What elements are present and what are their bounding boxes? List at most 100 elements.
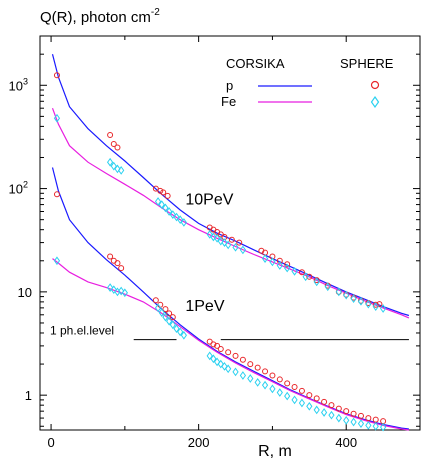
data-point-p	[228, 236, 235, 243]
y-tick-label-exponent: 3	[23, 76, 28, 86]
x-axis-label: R, m	[258, 443, 292, 460]
data-point-p	[53, 72, 60, 79]
data-point-fe	[324, 282, 331, 292]
data-point-p	[236, 239, 243, 246]
data-point-fe	[162, 203, 169, 213]
data-point-p	[152, 185, 159, 192]
data-point-p	[166, 310, 173, 317]
data-point-fe	[284, 263, 291, 273]
data-point-fe	[298, 398, 306, 408]
data-point-fe	[154, 197, 162, 206]
data-point-fe	[169, 320, 176, 330]
data-point-fe	[357, 419, 365, 429]
data-point-fe	[328, 410, 335, 420]
data-point-p	[114, 260, 121, 267]
data-point-fe	[121, 288, 128, 298]
data-point-fe	[261, 380, 269, 390]
plot-frame	[39, 35, 421, 431]
data-point-fe	[379, 304, 387, 313]
legend-label-fe: Fe	[221, 94, 236, 109]
data-point-fe	[276, 388, 283, 397]
data-point-fe	[379, 422, 387, 432]
data-point-p	[107, 132, 114, 139]
data-point-fe	[177, 327, 184, 337]
data-point-fe	[158, 308, 165, 317]
data-point-p	[365, 415, 372, 422]
data-point-fe	[221, 238, 228, 247]
data-point-p	[335, 405, 342, 412]
data-point-p	[350, 410, 357, 417]
legend-label-p: p	[226, 78, 233, 93]
y-tick-label: 1	[25, 388, 32, 403]
y-tick-label: 102	[9, 180, 28, 197]
data-point-fe	[106, 157, 114, 167]
data-point-fe	[154, 303, 162, 313]
data-point-p	[162, 306, 169, 313]
data-point-fe	[254, 378, 261, 387]
data-point-fe	[221, 362, 228, 371]
series-line-fe-1pev	[52, 258, 409, 431]
data-point-fe	[114, 164, 121, 174]
data-point-fe	[350, 417, 357, 427]
legend-marker-p	[370, 80, 380, 90]
data-point-p	[276, 257, 283, 264]
data-point-fe	[166, 316, 173, 326]
y-tick-label-base: 10	[9, 182, 23, 197]
data-point-fe	[320, 408, 328, 417]
data-point-fe	[350, 294, 357, 303]
data-point-p	[157, 187, 164, 194]
threshold-label: 1 ph.el.level	[50, 324, 114, 338]
data-point-fe	[232, 242, 239, 252]
data-point-fe	[180, 218, 187, 227]
data-point-p	[107, 253, 114, 260]
data-point-fe	[213, 233, 221, 243]
data-point-fe	[206, 230, 213, 239]
data-point-fe	[239, 245, 247, 255]
data-point-fe	[365, 299, 372, 309]
data-point-fe	[335, 287, 342, 297]
data-point-fe	[206, 351, 213, 361]
annotation-10pev: 10PeV	[185, 192, 233, 209]
data-point-fe	[335, 413, 342, 423]
legend-marker-fe	[370, 95, 380, 109]
legend-header-data: SPHERE	[340, 56, 394, 71]
data-point-fe	[357, 296, 365, 306]
data-point-fe	[162, 312, 169, 322]
data-point-p	[269, 372, 276, 379]
data-point-fe	[110, 161, 117, 171]
data-point-p	[118, 265, 125, 272]
data-point-fe	[232, 367, 239, 377]
data-point-p	[232, 352, 239, 359]
data-point-p	[276, 376, 283, 383]
data-point-fe	[269, 384, 276, 394]
data-point-fe	[247, 374, 254, 383]
data-point-fe	[313, 277, 320, 287]
data-point-p	[110, 141, 117, 148]
data-point-p	[284, 380, 291, 387]
data-point-p	[239, 356, 246, 363]
data-point-fe	[372, 421, 379, 431]
x-tick-label: 400	[335, 435, 357, 450]
data-point-p	[152, 297, 159, 304]
data-point-fe	[302, 272, 309, 282]
data-point-p	[343, 408, 350, 415]
data-point-p	[206, 338, 213, 345]
data-point-fe	[343, 416, 350, 425]
data-point-fe	[169, 210, 176, 219]
data-point-fe	[118, 166, 125, 175]
data-point-fe	[180, 330, 187, 340]
y-tick-label: 10	[18, 285, 32, 300]
y-tick-label: 103	[9, 76, 28, 93]
data-point-fe	[225, 240, 232, 250]
data-point-fe	[261, 254, 269, 263]
x-tick-label: 0	[47, 435, 54, 450]
data-point-p	[160, 189, 167, 196]
data-point-p	[53, 191, 60, 198]
data-point-fe	[53, 113, 61, 123]
data-point-fe	[166, 207, 173, 216]
data-point-fe	[225, 364, 232, 374]
chart-title-main: Q(R), photon cm	[40, 9, 151, 26]
data-point-fe	[343, 290, 350, 300]
